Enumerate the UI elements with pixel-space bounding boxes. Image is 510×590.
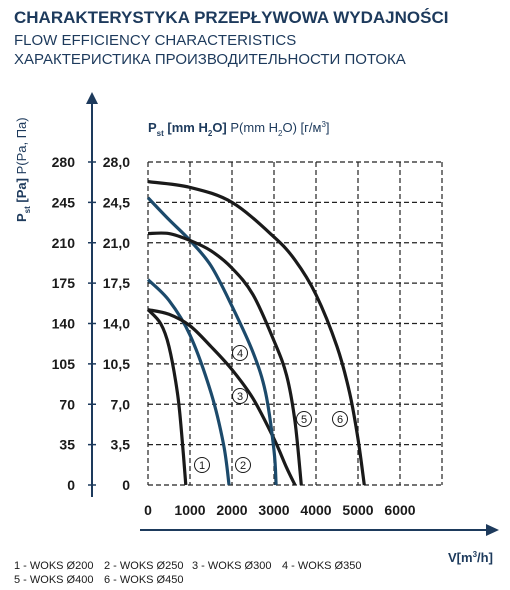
x-tick-label: 3000 [258, 502, 289, 518]
curve-label: 2 [240, 460, 246, 472]
y-tick-label: 105 [52, 356, 76, 372]
y2-axis-title: Pst [mm H2O] P(mm H2O) [г/м3] [148, 120, 330, 138]
y2-axis-title-part: 3 [321, 120, 326, 129]
x-axis-title: V[m3/h] [448, 550, 493, 565]
x-tick-label: 1000 [174, 502, 205, 518]
curve-label-circle [232, 345, 248, 361]
curve-label: 3 [237, 391, 243, 403]
chart-title: CHARAKTERYSTYKA PRZEPŁYWOWA WYDAJNOŚCI [14, 8, 448, 27]
x-axis-arrow [486, 524, 499, 536]
y2-tick-label: 7,0 [111, 396, 131, 412]
curve-label-circle [235, 457, 251, 473]
curve-label-circle [332, 411, 348, 427]
y2-tick-label: 24,5 [103, 194, 130, 210]
series-line [146, 196, 278, 486]
y-tick-label: 35 [59, 437, 75, 453]
legend-entry: 5 - WOKS Ø400 [14, 574, 93, 586]
y-axis-title-part: P(Pa, Па) [14, 117, 29, 178]
y-tick-label: 175 [52, 275, 76, 291]
x-tick-label: 2000 [216, 502, 247, 518]
x-axis-title-part: /h] [477, 550, 493, 565]
curve-label: 5 [301, 414, 307, 426]
y-tick-label: 210 [52, 235, 76, 251]
y2-axis-title-part: st [157, 129, 164, 138]
y2-axis-title-part: 2 [208, 129, 213, 138]
curve-label-circle [194, 457, 210, 473]
y2-tick-label: 14,0 [103, 316, 130, 332]
curve-label-circle [232, 388, 248, 404]
y2-axis-title-part: ] [326, 120, 330, 135]
y2-axis-title-part: [mm H [164, 120, 208, 135]
y-axis-title-part: st [23, 206, 32, 213]
legend-entry: 1 - WOKS Ø200 [14, 560, 93, 572]
y2-tick-label: 28,0 [103, 154, 130, 170]
series-line [147, 180, 366, 486]
x-axis-title-part: 3 [473, 550, 478, 559]
y-tick-label: 245 [52, 194, 76, 210]
chart-subtitle: ХАРАКТЕРИСТИКА ПРОИЗВОДИТЕЛЬНОСТИ ПОТОКА [14, 51, 406, 68]
x-axis-title-part: V[m [448, 550, 473, 565]
y-tick-label: 140 [52, 316, 76, 332]
y2-tick-label: 3,5 [111, 437, 131, 453]
y-tick-label: 280 [52, 154, 76, 170]
x-tick-label: 0 [144, 502, 152, 518]
y2-axis-title-part: O) [г/м [283, 120, 322, 135]
legend-entry: 4 - WOKS Ø350 [282, 560, 361, 572]
y-axis-title: Pst [Pa] P(Pa, Па) [14, 117, 32, 222]
y2-axis-title-part: 2 [278, 129, 283, 138]
y-axis-title-part: P [14, 213, 29, 222]
y2-tick-label: 21,0 [103, 235, 130, 251]
y2-tick-label: 17,5 [103, 275, 130, 291]
y-tick-label: 0 [67, 477, 75, 493]
y-tick-label: 70 [59, 396, 75, 412]
series-line [147, 308, 297, 486]
x-tick-label: 5000 [342, 502, 373, 518]
chart-subtitle: FLOW EFFICIENCY CHARACTERISTICS [14, 32, 296, 49]
curve-label: 1 [199, 460, 205, 472]
legend-entry: 2 - WOKS Ø250 [104, 560, 183, 572]
y2-axis-title-part: P(mm H [227, 120, 278, 135]
legend-entry: 6 - WOKS Ø450 [104, 574, 183, 586]
y2-axis-title-part: O] [212, 120, 226, 135]
y-axis-title-part: [Pa] [14, 178, 29, 206]
x-tick-label: 4000 [300, 502, 331, 518]
x-tick-label: 6000 [384, 502, 415, 518]
series-line [147, 231, 303, 486]
series-line [146, 308, 188, 486]
curve-label: 6 [337, 414, 343, 426]
series-line [146, 278, 231, 486]
curve-label: 4 [237, 348, 243, 360]
y2-tick-label: 0 [122, 477, 130, 493]
y-axis-arrow [86, 92, 98, 104]
curve-label-circle [296, 411, 312, 427]
y2-axis-title-part: P [148, 120, 157, 135]
legend-entry: 3 - WOKS Ø300 [192, 560, 271, 572]
y2-tick-label: 10,5 [103, 356, 130, 372]
